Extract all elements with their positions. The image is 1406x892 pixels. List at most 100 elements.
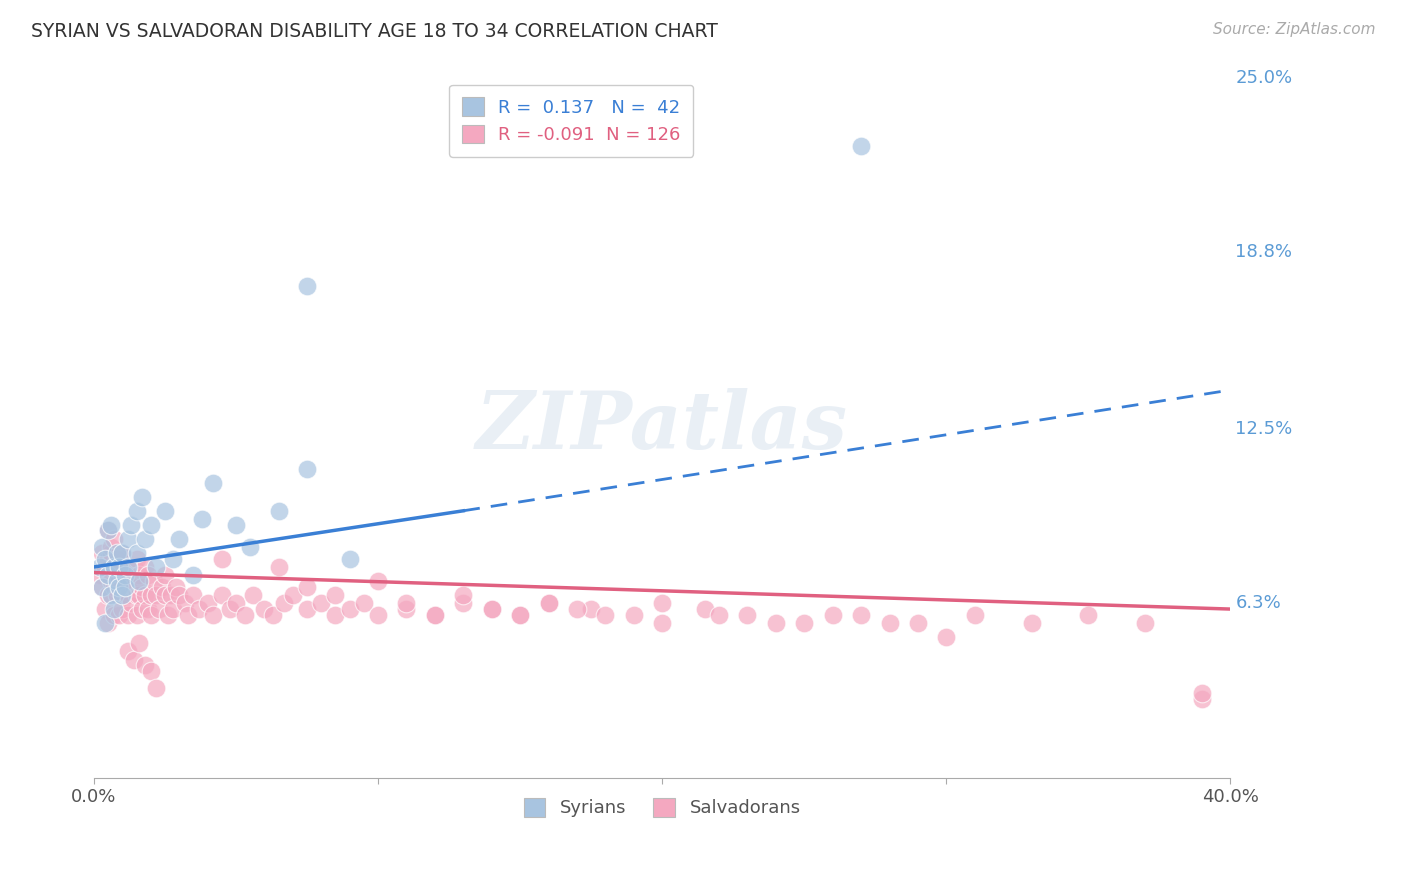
Point xyxy=(153,568,176,582)
Point xyxy=(225,517,247,532)
Point xyxy=(91,546,114,560)
Point xyxy=(849,607,872,622)
Point xyxy=(134,588,156,602)
Point xyxy=(253,602,276,616)
Point xyxy=(89,568,111,582)
Point xyxy=(153,504,176,518)
Point xyxy=(103,560,125,574)
Point xyxy=(114,580,136,594)
Point xyxy=(821,607,844,622)
Point xyxy=(111,602,134,616)
Point xyxy=(1191,686,1213,700)
Point xyxy=(128,636,150,650)
Point xyxy=(202,475,225,490)
Point xyxy=(509,607,531,622)
Point xyxy=(105,551,128,566)
Point xyxy=(295,580,318,594)
Point xyxy=(935,630,957,644)
Point xyxy=(233,607,256,622)
Point xyxy=(423,607,446,622)
Point xyxy=(103,607,125,622)
Point xyxy=(737,607,759,622)
Point xyxy=(481,602,503,616)
Point xyxy=(97,551,120,566)
Point xyxy=(94,560,117,574)
Point xyxy=(100,517,122,532)
Point xyxy=(963,607,986,622)
Point xyxy=(367,574,389,588)
Point xyxy=(295,461,318,475)
Point xyxy=(148,602,170,616)
Point xyxy=(100,588,122,602)
Point xyxy=(651,597,673,611)
Point xyxy=(267,560,290,574)
Point xyxy=(89,560,111,574)
Point xyxy=(793,616,815,631)
Point xyxy=(395,597,418,611)
Point xyxy=(114,568,136,582)
Point xyxy=(134,658,156,673)
Point xyxy=(120,517,142,532)
Point xyxy=(765,616,787,631)
Point xyxy=(100,546,122,560)
Text: Source: ZipAtlas.com: Source: ZipAtlas.com xyxy=(1212,22,1375,37)
Point xyxy=(100,574,122,588)
Point xyxy=(103,602,125,616)
Point xyxy=(117,607,139,622)
Point xyxy=(136,602,159,616)
Point xyxy=(105,574,128,588)
Point xyxy=(579,602,602,616)
Point xyxy=(273,597,295,611)
Point xyxy=(537,597,560,611)
Point xyxy=(125,546,148,560)
Point xyxy=(108,560,131,574)
Point xyxy=(139,664,162,678)
Point xyxy=(565,602,588,616)
Point xyxy=(165,580,187,594)
Point xyxy=(142,574,165,588)
Point xyxy=(167,588,190,602)
Point xyxy=(108,580,131,594)
Legend: Syrians, Salvadorans: Syrians, Salvadorans xyxy=(516,791,808,825)
Point xyxy=(453,597,475,611)
Point xyxy=(197,597,219,611)
Point xyxy=(395,602,418,616)
Point xyxy=(481,602,503,616)
Point xyxy=(125,551,148,566)
Point xyxy=(91,580,114,594)
Point xyxy=(339,551,361,566)
Point xyxy=(173,597,195,611)
Point xyxy=(125,607,148,622)
Point xyxy=(117,644,139,658)
Point xyxy=(509,607,531,622)
Point xyxy=(125,588,148,602)
Point xyxy=(111,551,134,566)
Point xyxy=(97,568,120,582)
Point xyxy=(114,560,136,574)
Point xyxy=(188,602,211,616)
Point xyxy=(97,616,120,631)
Point xyxy=(423,607,446,622)
Point xyxy=(1191,692,1213,706)
Point xyxy=(108,574,131,588)
Point xyxy=(162,551,184,566)
Point xyxy=(325,588,347,602)
Point xyxy=(139,588,162,602)
Point xyxy=(94,616,117,631)
Point xyxy=(105,546,128,560)
Point xyxy=(114,580,136,594)
Point xyxy=(117,532,139,546)
Point xyxy=(134,532,156,546)
Point xyxy=(262,607,284,622)
Point xyxy=(353,597,375,611)
Point xyxy=(907,616,929,631)
Point xyxy=(108,560,131,574)
Point xyxy=(131,602,153,616)
Point xyxy=(239,541,262,555)
Point xyxy=(339,602,361,616)
Point xyxy=(105,588,128,602)
Point xyxy=(100,588,122,602)
Point xyxy=(167,532,190,546)
Point xyxy=(191,512,214,526)
Point xyxy=(183,568,205,582)
